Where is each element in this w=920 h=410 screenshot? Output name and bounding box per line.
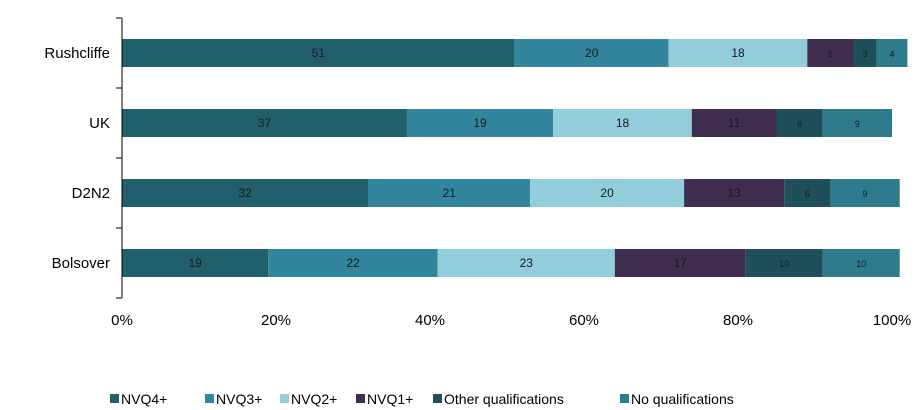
bar-segment bbox=[691, 109, 777, 137]
bar-segment bbox=[830, 179, 900, 207]
x-tick-label: 80% bbox=[723, 312, 753, 329]
data-label: 32 bbox=[239, 186, 253, 200]
bar-segment bbox=[122, 249, 269, 277]
x-tick-label: 100% bbox=[873, 312, 911, 329]
data-label: 20 bbox=[585, 46, 599, 60]
bar-segment bbox=[268, 249, 438, 277]
data-label: 23 bbox=[520, 256, 534, 270]
bar-segment bbox=[553, 109, 692, 137]
bar-segment bbox=[822, 249, 900, 277]
bar-segment bbox=[122, 39, 515, 67]
data-label: 19 bbox=[473, 116, 487, 130]
bar-segment bbox=[668, 39, 808, 67]
data-label: 17 bbox=[674, 256, 688, 270]
bar-segment bbox=[776, 109, 823, 137]
x-tick-label: 0% bbox=[111, 312, 133, 329]
legend-label: NVQ4+ bbox=[121, 391, 167, 407]
legend-swatch bbox=[433, 394, 442, 403]
bar-segment bbox=[853, 39, 877, 67]
data-label: 18 bbox=[731, 46, 745, 60]
bar-segment bbox=[745, 249, 823, 277]
labels-layer: 51 20 18 6 3 4 Rushcliffe 37 19 18 11 6 9 UK 32 21 20 13 6… bbox=[44, 45, 911, 329]
bar-segment bbox=[614, 249, 746, 277]
bar-segment bbox=[807, 39, 854, 67]
legend-label: Other qualifications bbox=[444, 391, 564, 407]
bar-segment bbox=[822, 109, 892, 137]
legend-swatch bbox=[110, 394, 119, 403]
legend-label: NVQ3+ bbox=[216, 391, 262, 407]
data-label: 22 bbox=[346, 256, 360, 270]
data-label: 6 bbox=[797, 119, 802, 129]
legend-swatch bbox=[280, 394, 289, 403]
data-label: 4 bbox=[889, 49, 894, 59]
axis-layer bbox=[116, 17, 123, 299]
data-label: 51 bbox=[312, 46, 326, 60]
bar-segment bbox=[437, 249, 615, 277]
bar-segment bbox=[514, 39, 669, 67]
bar-segment bbox=[406, 109, 554, 137]
bar-segment bbox=[122, 109, 407, 137]
legend-swatch bbox=[205, 394, 214, 403]
data-label: 21 bbox=[443, 186, 457, 200]
data-label: 6 bbox=[805, 189, 810, 199]
bar-segment bbox=[784, 179, 831, 207]
bar-segment bbox=[530, 179, 685, 207]
legend-label: NVQ2+ bbox=[291, 391, 337, 407]
x-tick-label: 20% bbox=[261, 312, 291, 329]
category-label: Rushcliffe bbox=[44, 45, 110, 62]
legend: NVQ4+ NVQ3+ NVQ2+ NVQ1+ Other qualifications… bbox=[110, 391, 734, 407]
data-label: 37 bbox=[258, 116, 272, 130]
legend-label: NVQ1+ bbox=[367, 391, 413, 407]
data-label: 19 bbox=[188, 256, 202, 270]
data-label: 11 bbox=[728, 116, 741, 130]
data-label: 20 bbox=[600, 186, 614, 200]
category-label: UK bbox=[89, 115, 110, 132]
data-label: 9 bbox=[855, 119, 860, 129]
bars-layer bbox=[122, 39, 908, 277]
x-tick-label: 60% bbox=[569, 312, 599, 329]
data-label: 6 bbox=[828, 49, 833, 59]
data-label: 10 bbox=[856, 259, 866, 269]
legend-label: No qualifications bbox=[631, 391, 734, 407]
bar-segment bbox=[876, 39, 908, 67]
data-label: 18 bbox=[616, 116, 630, 130]
data-label: 10 bbox=[779, 259, 789, 269]
category-label: Bolsover bbox=[52, 255, 110, 272]
x-tick-label: 40% bbox=[415, 312, 445, 329]
category-label: D2N2 bbox=[72, 185, 110, 202]
data-label: 13 bbox=[727, 186, 741, 200]
bar-segment bbox=[122, 179, 369, 207]
legend-swatch bbox=[620, 394, 629, 403]
bar-segment bbox=[684, 179, 785, 207]
data-label: 3 bbox=[863, 49, 868, 59]
bar-segment bbox=[368, 179, 531, 207]
legend-swatch bbox=[356, 394, 365, 403]
data-label: 9 bbox=[863, 189, 868, 199]
